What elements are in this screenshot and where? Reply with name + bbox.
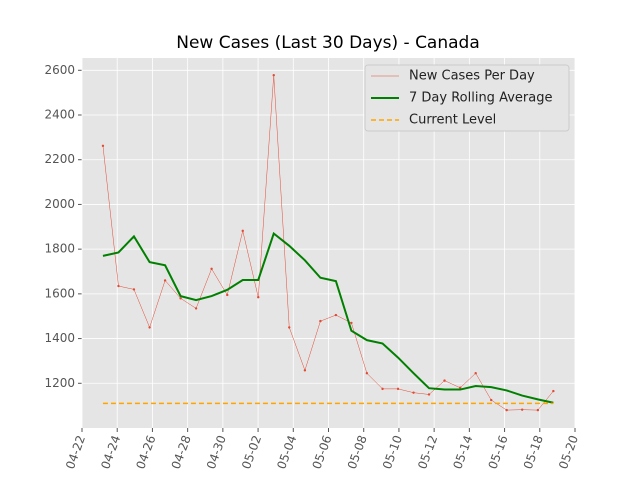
point bbox=[179, 297, 182, 300]
y-tick-label: 2200 bbox=[44, 152, 75, 166]
point bbox=[303, 369, 307, 372]
point bbox=[505, 408, 508, 412]
point bbox=[241, 229, 244, 233]
point bbox=[396, 387, 400, 391]
point bbox=[459, 386, 462, 389]
x-tick-label: 04-28 bbox=[169, 433, 194, 471]
point bbox=[474, 372, 477, 375]
series-line bbox=[102, 231, 554, 404]
x-tick-label: 04-30 bbox=[204, 433, 229, 471]
y-tick-label: 2000 bbox=[44, 197, 75, 211]
point bbox=[536, 408, 540, 412]
x-tick-label: 05-04 bbox=[274, 433, 299, 471]
point bbox=[350, 321, 353, 325]
point bbox=[427, 393, 431, 396]
x-tick-label: 05-20 bbox=[556, 433, 581, 471]
chart-title: New Cases (Last 30 Days) - Canada bbox=[176, 33, 480, 53]
x-tick-label: 05-02 bbox=[239, 433, 264, 471]
x-tick-label: 05-12 bbox=[415, 433, 440, 471]
legend-label: 7 Day Rolling Average bbox=[409, 91, 552, 106]
point bbox=[148, 326, 151, 329]
y-tick-label: 2400 bbox=[44, 108, 75, 122]
legend-label: New Cases Per Day bbox=[409, 69, 535, 84]
point bbox=[319, 319, 322, 323]
legend-box bbox=[364, 64, 570, 132]
point bbox=[443, 379, 446, 382]
y-tick-label: 1400 bbox=[44, 331, 75, 345]
point bbox=[272, 74, 275, 77]
point bbox=[226, 293, 229, 297]
x-tick-label: 05-14 bbox=[450, 433, 475, 471]
point bbox=[132, 288, 136, 291]
x-tick-label: 04-26 bbox=[133, 433, 158, 471]
y-tick-label: 1200 bbox=[44, 376, 75, 390]
x-tick-label: 05-18 bbox=[521, 433, 546, 471]
x-tick-label: 05-06 bbox=[310, 433, 335, 471]
point bbox=[194, 307, 198, 310]
point bbox=[381, 387, 384, 391]
point bbox=[117, 284, 120, 288]
x-tick-label: 05-08 bbox=[345, 433, 370, 471]
point bbox=[163, 279, 167, 282]
point bbox=[257, 296, 260, 299]
y-tick-label: 1600 bbox=[44, 286, 75, 300]
point bbox=[101, 144, 105, 148]
x-tick-label: 05-10 bbox=[380, 433, 405, 471]
y-tick-label: 2600 bbox=[44, 63, 75, 77]
point bbox=[412, 391, 415, 394]
y-tick-label: 1800 bbox=[44, 242, 75, 256]
legend-label: Current Level bbox=[409, 113, 496, 128]
point bbox=[489, 398, 493, 402]
point bbox=[365, 372, 369, 375]
point bbox=[210, 267, 213, 271]
point bbox=[520, 408, 524, 411]
point bbox=[288, 326, 291, 329]
x-tick-label: 04-24 bbox=[98, 433, 123, 471]
point bbox=[334, 313, 338, 317]
x-tick-label: 04-22 bbox=[63, 433, 88, 471]
series-line bbox=[102, 75, 554, 411]
x-tick-label: 05-16 bbox=[486, 433, 511, 471]
point bbox=[552, 389, 555, 393]
